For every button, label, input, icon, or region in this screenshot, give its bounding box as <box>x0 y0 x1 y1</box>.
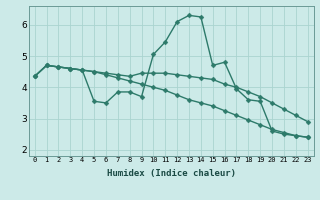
X-axis label: Humidex (Indice chaleur): Humidex (Indice chaleur) <box>107 169 236 178</box>
